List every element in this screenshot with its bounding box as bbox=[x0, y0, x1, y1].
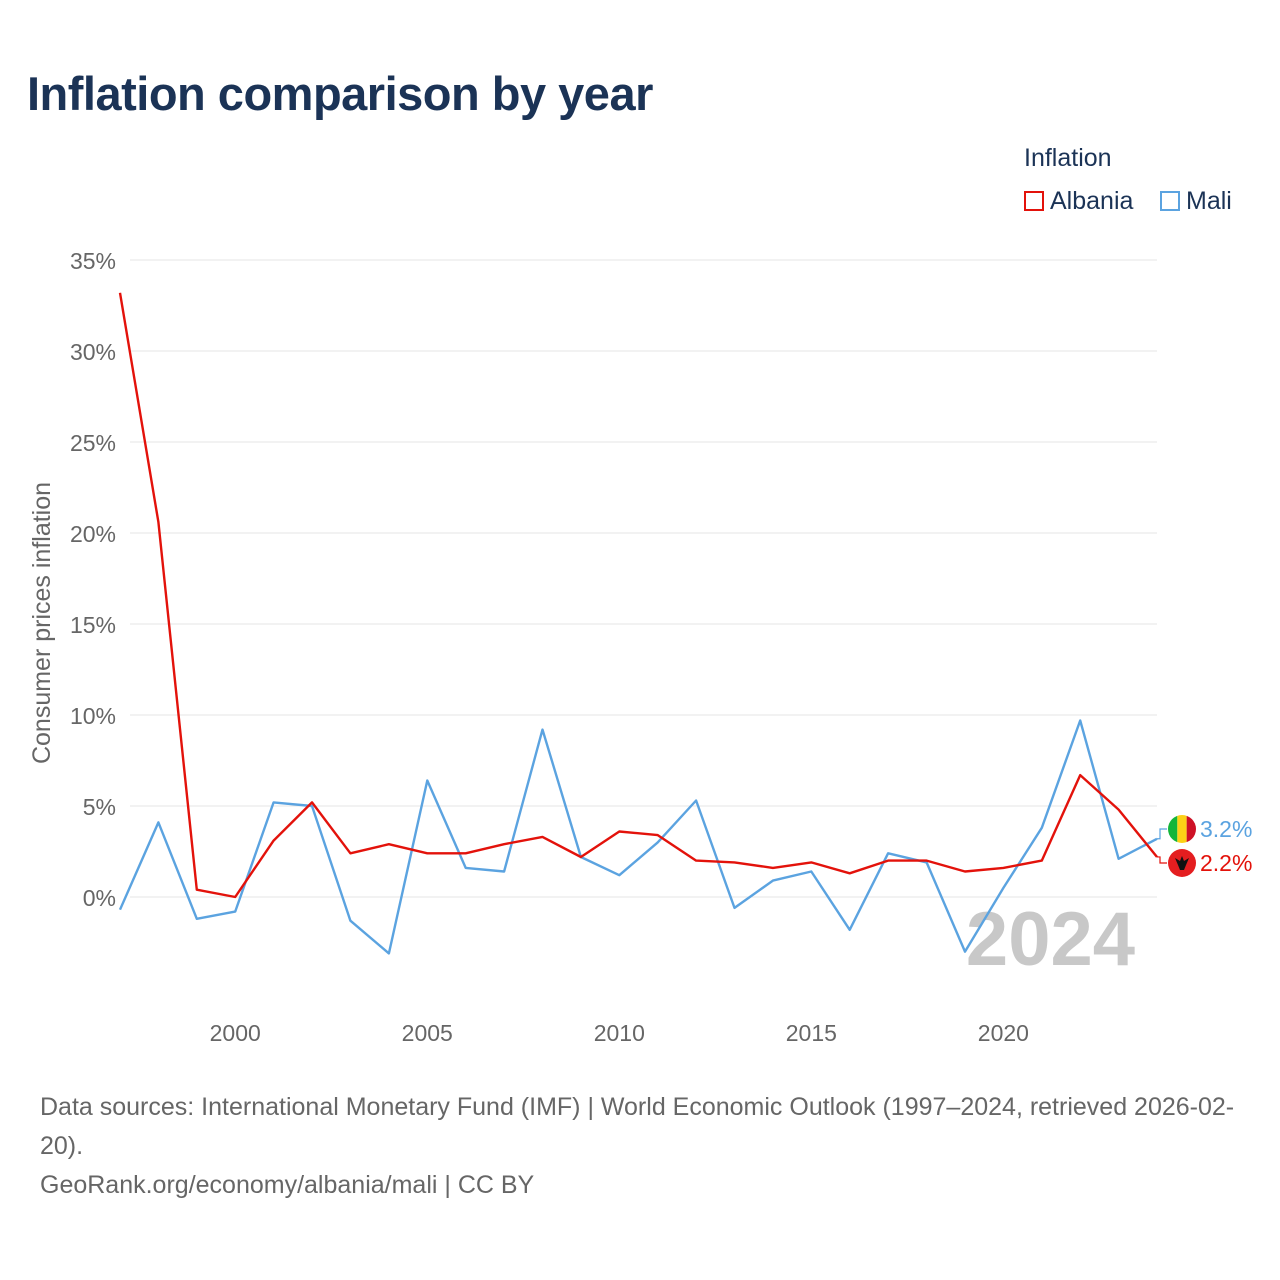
x-tick-label: 2020 bbox=[978, 1020, 1029, 1046]
x-tick-labels: 2000 2005 2010 2015 2020 bbox=[210, 1020, 1029, 1046]
y-tick-labels: 0% 5% 10% 15% 20% 25% 30% 35% bbox=[70, 248, 116, 911]
legend-item-albania[interactable]: Albania bbox=[1024, 186, 1133, 216]
albania-flag-eagle bbox=[1175, 856, 1189, 870]
source-line-2: GeoRank.org/economy/albania/mali | CC BY bbox=[40, 1171, 535, 1199]
mali-flag-green bbox=[1168, 815, 1178, 843]
y-axis-label: Consumer prices inflation bbox=[28, 482, 56, 764]
year-watermark: 2024 bbox=[966, 897, 1135, 982]
legend-item-mali[interactable]: Mali bbox=[1160, 186, 1232, 216]
y-tick-label: 35% bbox=[70, 248, 116, 274]
x-tick-label: 2005 bbox=[402, 1020, 453, 1046]
source-note: Data sources: International Monetary Fun… bbox=[40, 1088, 1250, 1205]
y-tick-label: 5% bbox=[83, 794, 116, 820]
albania-end-value: 2.2% bbox=[1200, 850, 1252, 876]
mali-flag-yellow bbox=[1177, 815, 1187, 843]
legend-label-mali: Mali bbox=[1186, 186, 1232, 215]
y-tick-label: 0% bbox=[83, 885, 116, 911]
mali-end-connector bbox=[1157, 828, 1167, 840]
mali-flag-red bbox=[1186, 815, 1196, 843]
legend-swatch-albania bbox=[1024, 191, 1044, 211]
gridlines bbox=[130, 259, 1157, 898]
mali-flag-icon bbox=[1168, 815, 1196, 843]
y-tick-label: 20% bbox=[70, 521, 116, 547]
legend-swatch-mali bbox=[1160, 191, 1180, 211]
y-tick-label: 30% bbox=[70, 339, 116, 365]
legend-title: Inflation bbox=[1024, 144, 1112, 172]
mali-end-value: 3.2% bbox=[1200, 816, 1252, 842]
x-tick-label: 2010 bbox=[594, 1020, 645, 1046]
y-tick-label: 10% bbox=[70, 703, 116, 729]
end-markers: 3.2% 2.2% bbox=[1157, 815, 1252, 877]
albania-flag-icon bbox=[1168, 849, 1196, 877]
series-line-albania bbox=[118, 292, 1158, 899]
y-tick-label: 15% bbox=[70, 612, 116, 638]
x-tick-label: 2015 bbox=[786, 1020, 837, 1046]
series-lines bbox=[118, 292, 1158, 955]
source-line-1: Data sources: International Monetary Fun… bbox=[40, 1093, 1235, 1160]
chart-canvas: 0%5%10%15%20%25%30%35% 2000 2005 2010 2015 2… bbox=[28, 248, 1252, 1046]
y-tick-label: 25% bbox=[70, 430, 116, 456]
albania-end-connector bbox=[1157, 856, 1167, 864]
chart-title: Inflation comparison by year bbox=[27, 67, 653, 120]
x-tick-label: 2000 bbox=[210, 1020, 261, 1046]
legend-label-albania: Albania bbox=[1050, 186, 1134, 215]
series-line-mali bbox=[118, 719, 1158, 955]
